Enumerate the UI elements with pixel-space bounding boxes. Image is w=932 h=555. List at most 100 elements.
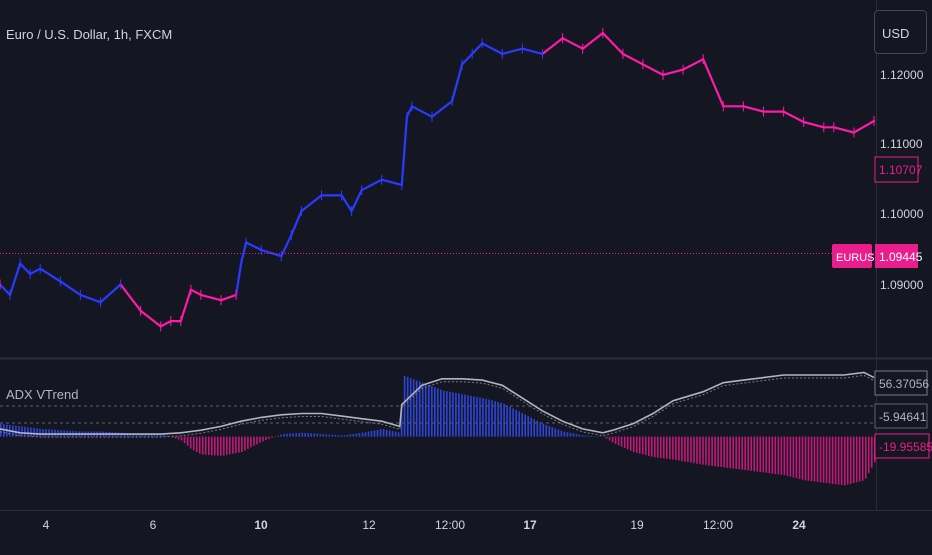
histogram-bar [822,436,825,483]
price-segment [661,68,685,77]
histogram-bar [397,432,400,437]
histogram-bar [214,436,216,456]
histogram-bar [177,436,180,440]
currency-button[interactable]: USD [874,10,927,54]
histogram-bar [229,436,231,455]
histogram-bar [54,429,56,437]
price-axis[interactable]: 1.12000 1.11000 1.10000 1.09000 [880,68,924,292]
histogram-bar [840,436,843,485]
price-segment [340,194,353,213]
histogram-bar [201,436,204,455]
histogram-bar [316,433,318,437]
histogram-bar [527,416,529,437]
price-segment [159,320,172,328]
histogram-bar [723,436,725,468]
histogram-bar [593,436,596,437]
histogram-bar [30,427,32,437]
histogram-bar [560,430,563,437]
histogram-bar [220,436,222,456]
histogram-bar [455,392,457,437]
histogram-bar [831,436,834,484]
histogram-bar [473,396,475,437]
indicator-panel[interactable] [0,371,876,486]
histogram-bar [292,433,294,437]
histogram-bar [277,435,279,437]
histogram-bar [21,426,23,437]
histogram-bar [750,436,752,471]
price-segment [405,105,413,118]
histogram-bar [440,389,442,437]
price-segment [400,115,408,186]
histogram-bar [415,380,418,437]
histogram-bar [42,429,44,437]
time-axis[interactable]: 4 6 10 12 12:00 17 19 12:00 24 [43,518,806,532]
indicator-title[interactable]: ADX VTrend [6,387,79,402]
histogram-bar [298,433,300,437]
histogram-bar [376,429,379,437]
histogram-bar [569,432,572,437]
price-segment [139,309,162,328]
symbol-price-badge: EURUSD 1.09445 [832,244,923,268]
histogram-bar [162,434,165,437]
histogram-bar [208,436,210,455]
histogram-bar [126,433,129,437]
histogram-bar [156,434,159,437]
histogram-bar [575,434,578,437]
histogram-bar [846,436,849,485]
price-segment [19,262,32,276]
currency-button-frame[interactable] [874,10,927,54]
price-segment [782,110,805,124]
histogram-bar [545,424,548,437]
histogram-bar [602,436,605,438]
histogram-bar [418,381,421,437]
last-price-frame [874,156,919,183]
histogram-bar [521,413,523,437]
adx-signal-line [0,374,875,438]
histogram-bar [198,436,201,454]
price-segment [541,37,564,56]
histogram-bar [868,436,870,474]
histogram-bar [699,436,701,465]
histogram-bar [620,436,623,447]
price-segment [471,42,484,56]
histogram-bar [45,429,47,437]
histogram-bar [771,436,774,474]
histogram-bar [352,433,355,437]
histogram-bar [623,436,626,448]
histogram-bar [657,436,659,458]
histogram-bar [572,433,575,437]
histogram-bar [244,436,246,451]
price-segment [290,210,303,237]
histogram-bar [566,432,569,437]
price-segment [199,293,223,302]
histogram-bar [343,435,346,437]
price-segment [179,288,192,323]
histogram-bar [301,432,303,437]
histogram-bar [27,427,29,437]
histogram-bar [753,436,755,472]
histogram-bar [675,436,677,461]
histogram-bar [406,376,409,437]
histogram-bar [626,436,629,450]
x-tick-label: 6 [150,518,157,532]
histogram-bar [0,423,2,437]
histogram-bar [578,434,581,437]
price-panel[interactable] [0,28,876,332]
histogram-bar [871,436,873,468]
indicator-value-badges: 56.37056 -5.94641 -19.95585 [874,370,932,459]
histogram-bar [765,436,768,473]
histogram-bar [286,433,288,437]
histogram-bar [798,436,801,479]
histogram-bar [590,435,593,437]
price-segment [852,119,876,134]
histogram-bar [340,435,343,437]
price-segment [561,37,584,50]
symbol-title[interactable]: Euro / U.S. Dollar, 1h, FXCM [6,27,172,42]
histogram-bar [424,383,427,437]
hist-value-frame [874,433,930,459]
histogram-bar [539,422,542,437]
price-segment [39,267,62,283]
histogram-bar [223,436,225,456]
histogram-bar [268,436,270,439]
